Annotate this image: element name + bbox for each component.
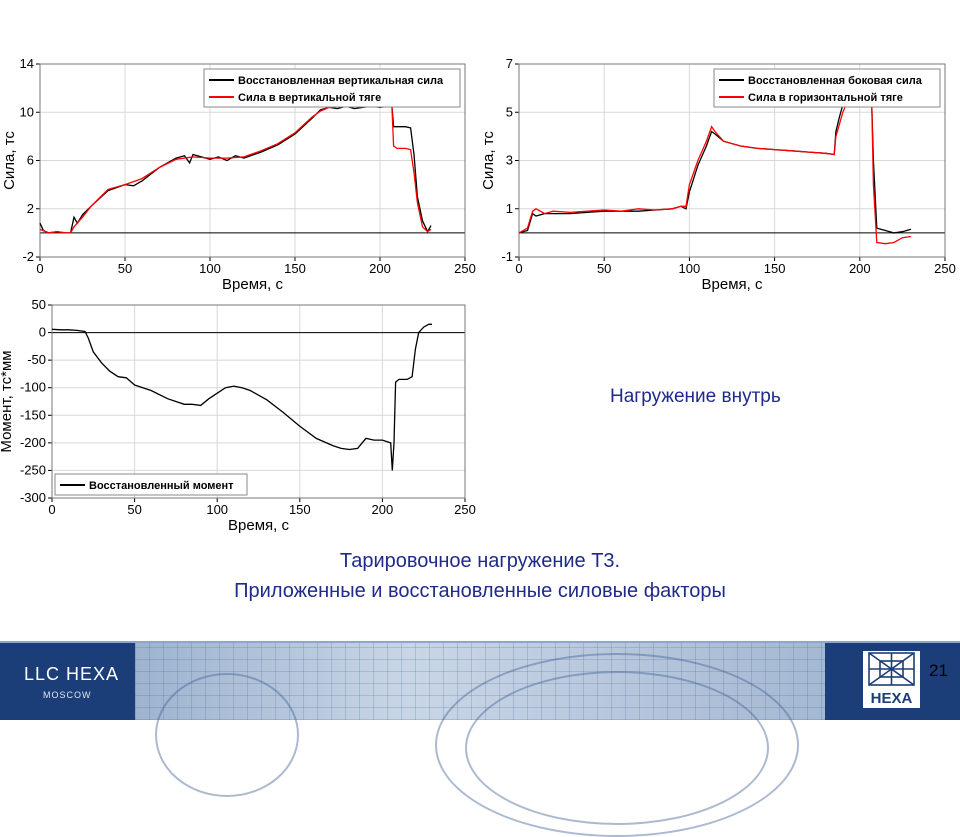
y-axis-label: Сила, тс (1, 131, 18, 190)
x-tick-label: 50 (118, 261, 132, 276)
plot-frame (518, 63, 946, 258)
legend-label: Восстановленная вертикальная сила (238, 75, 444, 87)
legend-box (713, 68, 941, 108)
x-tick-label: 100 (206, 502, 228, 517)
hexa-logo-text: HEXA (871, 690, 913, 707)
y-tick-label: -50 (27, 352, 46, 367)
loading-note: Нагружение внутрь (610, 386, 781, 407)
x-tick-label: 200 (369, 261, 391, 276)
y-tick-label: 6 (27, 153, 34, 168)
x-tick-label: 100 (199, 261, 221, 276)
legend-box (54, 473, 248, 496)
x-tick-label: 50 (597, 261, 611, 276)
y-tick-label: 7 (506, 56, 513, 71)
slide-caption-line2: Приложенные и восстановленные силовые фа… (234, 580, 726, 602)
y-tick-label: 14 (20, 56, 34, 71)
footer-divider (0, 641, 960, 643)
plot-frame (39, 63, 466, 258)
y-tick-label: -1 (501, 249, 513, 264)
x-tick-label: 250 (934, 261, 956, 276)
y-tick-label: 2 (27, 201, 34, 216)
x-tick-label: 200 (372, 502, 394, 517)
y-tick-label: 3 (506, 153, 513, 168)
legend-label: Восстановленная боковая сила (748, 75, 923, 87)
x-tick-label: 150 (764, 261, 786, 276)
x-tick-label: 0 (48, 502, 55, 517)
y-tick-label: -250 (20, 462, 46, 477)
y-tick-label: 0 (39, 325, 46, 340)
series-line (51, 323, 432, 471)
company-city: MOSCOW (43, 690, 92, 700)
x-tick-label: 0 (36, 261, 43, 276)
x-axis-label: Время, с (702, 276, 763, 293)
x-tick-label: 250 (454, 261, 476, 276)
y-tick-label: -2 (22, 249, 34, 264)
slide-caption-line1: Тарировочное нагружение Т3. (339, 550, 621, 572)
chart-lateral-force-svg: 0 50 100 150 200 250 -1 1 3 5 7 Время, с Сила, тс Вос… (480, 56, 956, 293)
x-tick-label: 0 (515, 261, 522, 276)
y-tick-label: -100 (20, 380, 46, 395)
x-axis-label: Время, с (228, 517, 289, 534)
legend-label: Сила в вертикальной тяге (238, 92, 381, 104)
y-tick-label: 50 (32, 297, 46, 312)
series-line (39, 105, 432, 234)
hexa-logo-icon: HEXA (861, 649, 922, 710)
x-tick-label: 150 (289, 502, 311, 517)
footer-mesh-image (135, 643, 825, 837)
x-axis-label: Время, с (222, 276, 283, 293)
y-tick-label: -150 (20, 407, 46, 422)
x-tick-label: 50 (127, 502, 141, 517)
chart-moment-svg: 0 50 100 150 200 250 -300 -250 -200 -150 -100 -50 0 5… (0, 297, 476, 534)
x-tick-label: 250 (454, 502, 476, 517)
y-axis-label: Момент, тс*мм (0, 350, 15, 452)
y-tick-label: 10 (20, 104, 34, 119)
plot-area (51, 304, 466, 499)
legend-label: Восстановленный момент (89, 480, 234, 492)
company-name: LLC HEXA (24, 664, 120, 684)
hexa-logo: HEXA (861, 649, 922, 710)
x-tick-label: 150 (284, 261, 306, 276)
y-tick-label: -200 (20, 435, 46, 450)
y-tick-label: 1 (506, 201, 513, 216)
y-axis-label: Сила, тс (480, 131, 497, 190)
chart-lateral-force: 0 50 100 150 200 250 -1 1 3 5 7 Время, с Сила, тс Вос… (480, 52, 960, 293)
chart-vertical-force-svg: 0 50 100 150 200 250 -2 2 6 10 14 Время, с Сила, тс В… (1, 56, 476, 293)
chart-vertical-force: 0 50 100 150 200 250 -2 2 6 10 14 Время, с Сила, тс В… (0, 52, 480, 293)
chart-moment: 0 50 100 150 200 250 -300 -250 -200 -150 -100 -50 0 5… (0, 295, 480, 540)
page-number: 21 (929, 661, 948, 680)
legend-box (203, 68, 461, 108)
y-tick-label: 5 (506, 104, 513, 119)
plot-frame (51, 304, 466, 499)
y-tick-label: -300 (20, 490, 46, 505)
legend-label: Сила в горизонтальной тяге (748, 92, 903, 104)
x-tick-label: 100 (679, 261, 701, 276)
x-tick-label: 200 (849, 261, 871, 276)
